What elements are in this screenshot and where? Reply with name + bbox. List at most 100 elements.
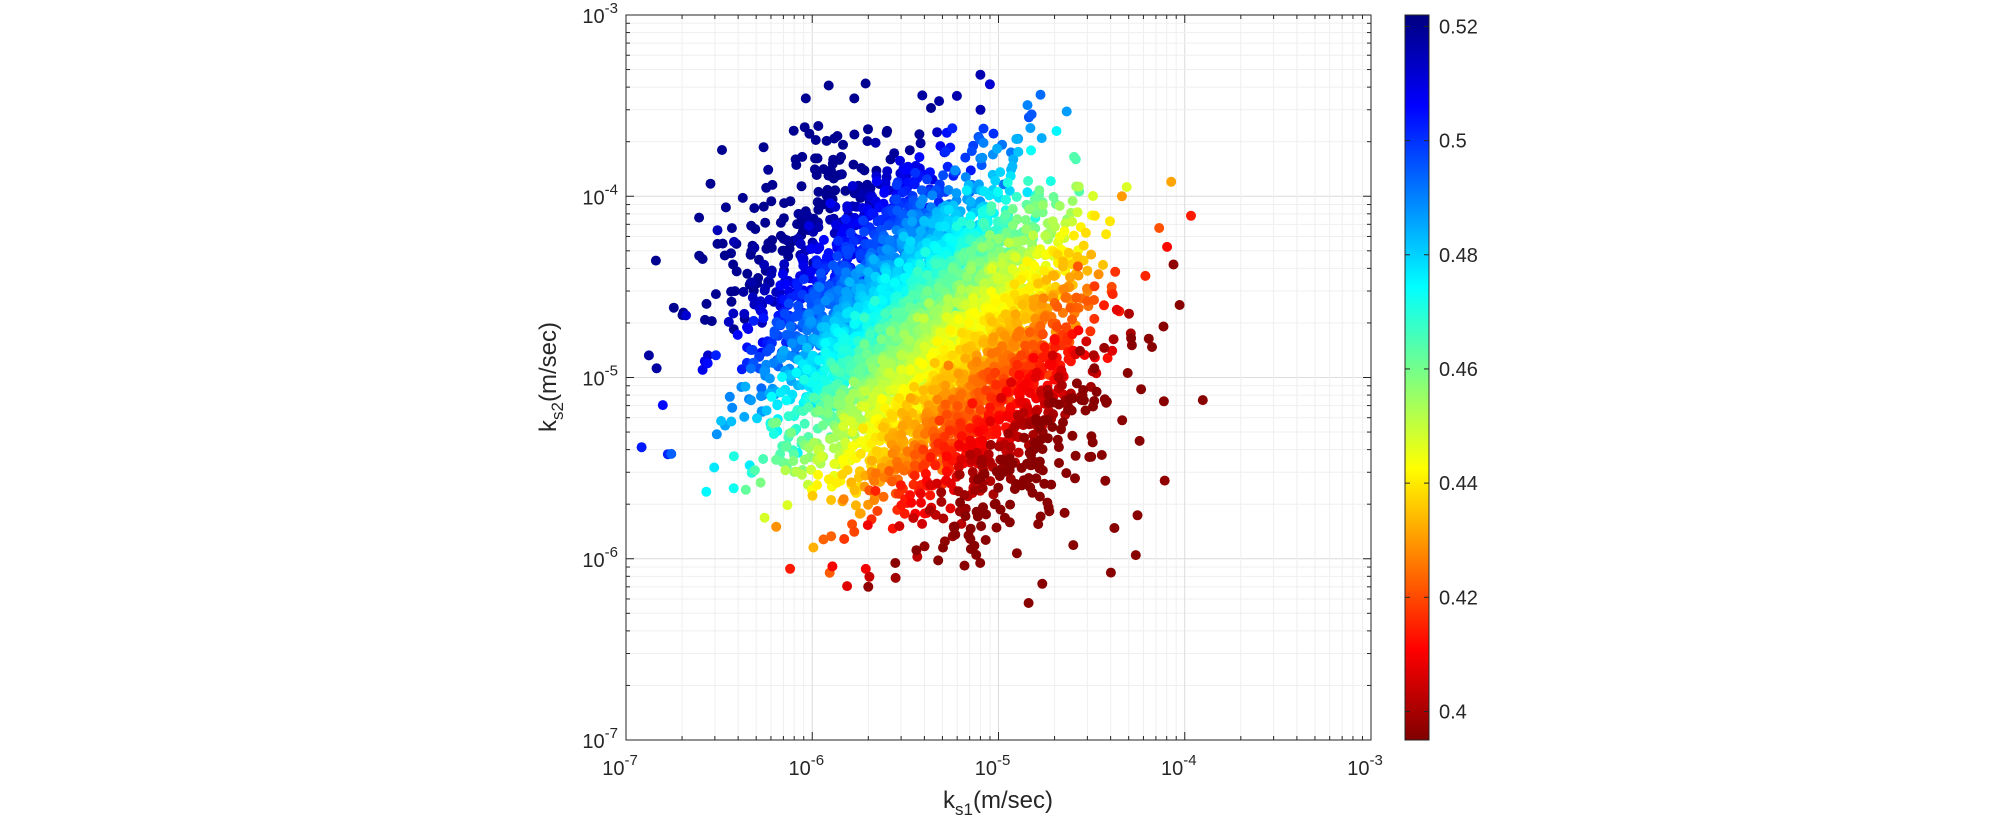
scatter-point bbox=[1085, 326, 1096, 337]
scatter-point bbox=[978, 123, 989, 134]
scatter-point bbox=[914, 129, 925, 140]
scatter-point bbox=[1001, 194, 1011, 205]
scatter-point bbox=[938, 170, 949, 181]
scatter-point bbox=[775, 319, 786, 330]
scatter-point bbox=[915, 226, 926, 236]
scatter-point bbox=[837, 454, 848, 465]
scatter-point bbox=[879, 187, 890, 198]
scatter-point bbox=[780, 465, 791, 476]
scatter-point bbox=[1073, 325, 1084, 336]
scatter-point bbox=[769, 329, 780, 340]
scatter-point bbox=[820, 295, 831, 306]
scatter-point bbox=[1105, 216, 1115, 227]
scatter-point bbox=[922, 269, 933, 280]
scatter-point bbox=[766, 196, 777, 207]
scatter-point bbox=[941, 451, 952, 462]
scatter-point bbox=[697, 254, 708, 264]
scatter-point bbox=[1038, 293, 1049, 304]
scatter-point bbox=[729, 236, 739, 247]
scatter-point bbox=[771, 417, 782, 428]
scatter-point bbox=[787, 338, 797, 349]
scatter-point bbox=[961, 185, 972, 196]
scatter-point bbox=[952, 401, 963, 411]
scatter-point bbox=[788, 125, 799, 136]
scatter-point bbox=[904, 335, 915, 346]
scatter-point bbox=[813, 186, 824, 197]
scatter-point bbox=[1186, 210, 1196, 221]
scatter-point bbox=[965, 264, 976, 275]
scatter-point bbox=[955, 418, 966, 429]
scatter-point bbox=[841, 245, 852, 256]
scatter-point bbox=[823, 474, 834, 485]
scatter-point bbox=[717, 145, 727, 155]
scatter-point bbox=[1162, 241, 1173, 252]
scatter-point bbox=[941, 312, 952, 323]
scatter-point bbox=[806, 266, 816, 277]
scatter-point bbox=[728, 451, 739, 462]
scatter-point bbox=[848, 376, 859, 387]
scatter-point bbox=[833, 235, 844, 246]
scatter-point bbox=[788, 456, 799, 466]
scatter-point bbox=[760, 283, 771, 293]
scatter-point bbox=[947, 263, 958, 274]
scatter-point bbox=[777, 269, 788, 280]
scatter-point bbox=[884, 235, 895, 246]
scatter-point bbox=[1057, 261, 1068, 272]
scatter-point bbox=[881, 244, 892, 255]
scatter-point bbox=[1089, 295, 1099, 305]
scatter-point bbox=[738, 286, 749, 297]
scatter-point bbox=[1010, 251, 1021, 262]
scatter-point bbox=[953, 314, 964, 325]
scatter-point bbox=[896, 364, 907, 375]
scatter-point bbox=[758, 201, 769, 212]
scatter-point bbox=[840, 267, 851, 278]
scatter-point bbox=[728, 308, 739, 319]
scatter-point bbox=[884, 367, 895, 378]
scatter-point bbox=[813, 121, 824, 131]
scatter-point bbox=[977, 152, 988, 163]
scatter-point bbox=[915, 138, 926, 149]
scatter-point bbox=[756, 383, 767, 394]
scatter-point bbox=[878, 491, 889, 502]
scatter-point bbox=[977, 206, 988, 217]
scatter-point bbox=[1036, 133, 1047, 144]
scatter-point bbox=[1166, 176, 1177, 187]
scatter-point bbox=[988, 332, 999, 343]
scatter-point bbox=[1051, 321, 1062, 332]
scatter-point bbox=[752, 413, 762, 424]
scatter-point bbox=[818, 234, 829, 245]
scatter-point bbox=[985, 402, 995, 413]
scatter-point bbox=[759, 512, 770, 523]
scatter-point bbox=[1010, 309, 1021, 320]
scatter-point bbox=[855, 448, 866, 459]
scatter-point bbox=[942, 303, 953, 314]
scatter-point bbox=[894, 257, 904, 268]
scatter-point bbox=[694, 212, 705, 223]
scatter-point bbox=[666, 448, 677, 459]
scatter-point bbox=[737, 192, 748, 203]
scatter-point bbox=[855, 250, 866, 261]
scatter-point bbox=[763, 164, 774, 175]
scatter-point bbox=[1021, 378, 1032, 389]
scatter-point bbox=[940, 380, 951, 391]
scatter-point bbox=[709, 462, 720, 473]
scatter-point bbox=[836, 151, 847, 162]
scatter-point bbox=[870, 468, 881, 479]
scatter-point bbox=[720, 202, 731, 213]
scatter-point bbox=[896, 500, 907, 511]
scatter-point bbox=[766, 269, 777, 280]
scatter-point bbox=[870, 485, 881, 496]
scatter-point bbox=[827, 561, 838, 572]
scatter-point bbox=[939, 221, 950, 232]
scatter-point bbox=[746, 220, 757, 231]
scatter-point bbox=[864, 329, 875, 340]
scatter-point bbox=[1034, 185, 1045, 196]
scatter-point bbox=[1037, 329, 1048, 340]
scatter-point bbox=[922, 174, 932, 185]
scatter-point bbox=[880, 177, 891, 188]
scatter-point bbox=[932, 336, 943, 347]
scatter-point bbox=[895, 480, 906, 491]
scatter-point bbox=[1061, 106, 1072, 117]
scatter-point bbox=[727, 402, 738, 413]
scatter-point bbox=[867, 208, 878, 219]
